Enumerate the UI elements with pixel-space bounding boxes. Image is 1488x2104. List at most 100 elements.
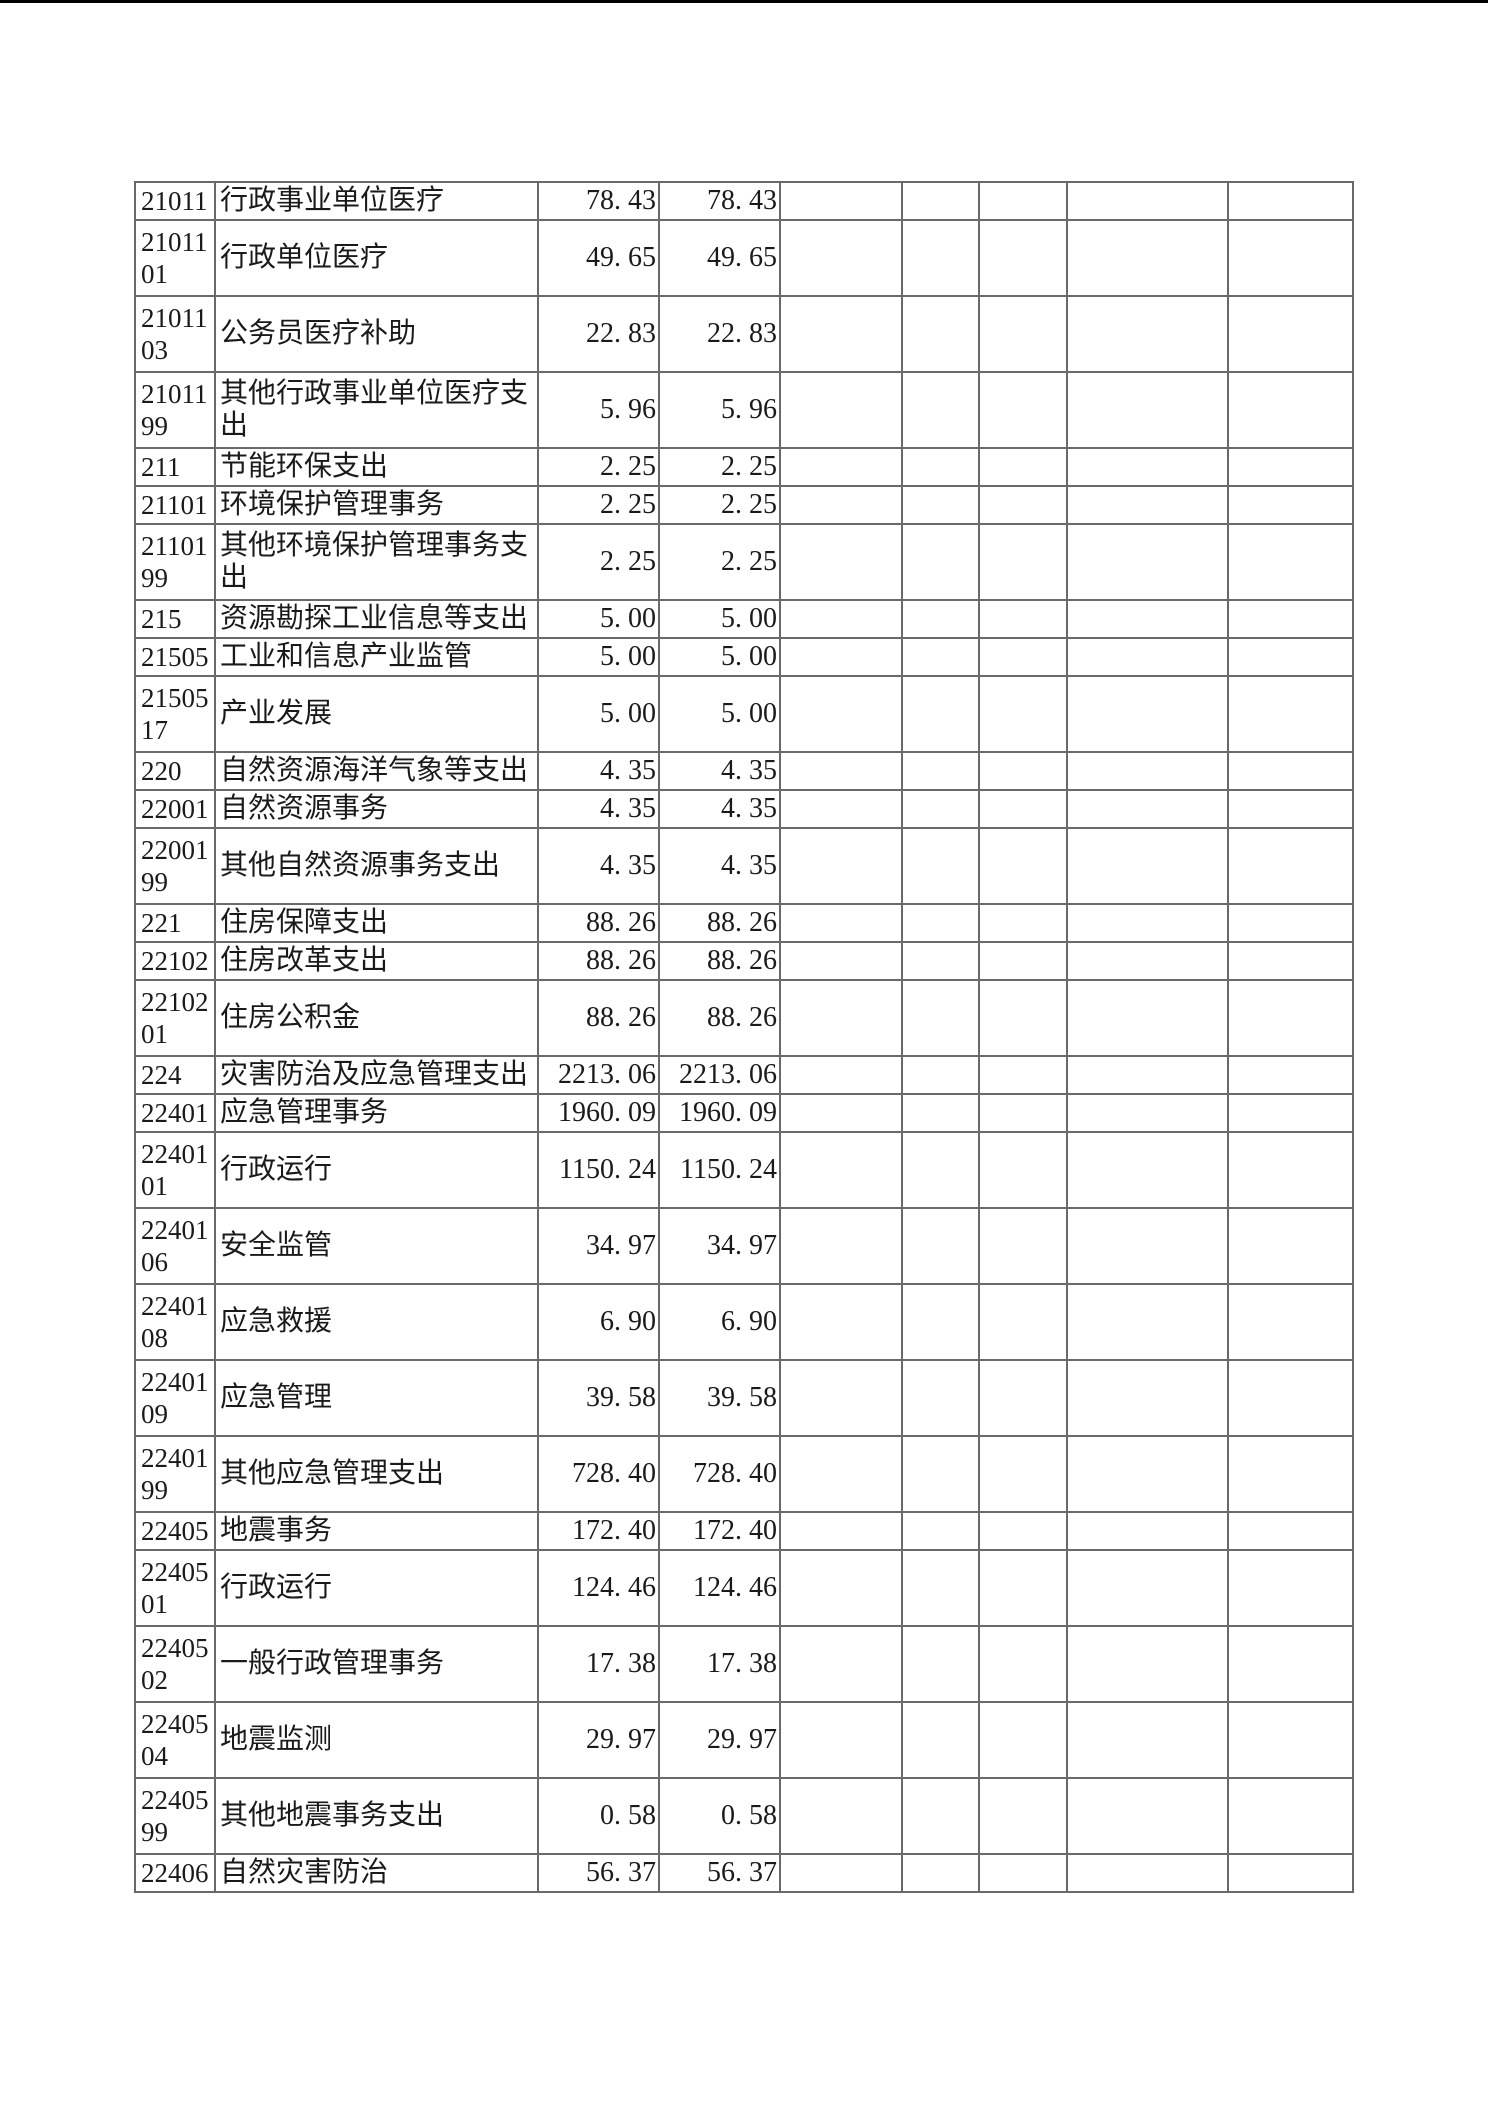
empty-cell xyxy=(901,1853,980,1893)
empty-cell xyxy=(779,1435,903,1513)
budget-table-body: 21011 行政事业单位医疗 78. 43 78. 43 2101101 行政单位医疗 49… xyxy=(134,181,1354,1893)
amount-cell-1: 56. 37 xyxy=(537,1853,660,1893)
empty-cell xyxy=(978,1093,1068,1133)
empty-cell xyxy=(901,1359,980,1437)
empty-cell xyxy=(901,1511,980,1551)
amount-cell-2: 29. 97 xyxy=(658,1701,781,1779)
table-row: 22406 自然灾害防治 56. 37 56. 37 xyxy=(134,1853,1354,1893)
amount-cell-1: 4. 35 xyxy=(537,751,660,791)
empty-cell xyxy=(1066,1359,1229,1437)
amount-cell-2: 88. 26 xyxy=(658,941,781,981)
table-row: 2101101 行政单位医疗 49. 65 49. 65 xyxy=(134,219,1354,297)
empty-cell xyxy=(1227,979,1354,1057)
empty-cell xyxy=(779,1055,903,1095)
amount-cell-2: 34. 97 xyxy=(658,1207,781,1285)
code-cell: 2150517 xyxy=(134,675,216,753)
code-cell: 220 xyxy=(134,751,216,791)
empty-cell xyxy=(901,1131,980,1209)
empty-cell xyxy=(1227,637,1354,677)
subject-name-cell: 应急管理事务 xyxy=(214,1093,539,1133)
empty-cell xyxy=(978,1549,1068,1627)
code-cell: 2240109 xyxy=(134,1359,216,1437)
amount-cell-1: 2213. 06 xyxy=(537,1055,660,1095)
subject-name-cell: 行政运行 xyxy=(214,1549,539,1627)
empty-cell xyxy=(1066,485,1229,525)
empty-cell xyxy=(1066,1549,1229,1627)
empty-cell xyxy=(779,599,903,639)
code-cell: 21011 xyxy=(134,181,216,221)
empty-cell xyxy=(901,1055,980,1095)
empty-cell xyxy=(1066,447,1229,487)
empty-cell xyxy=(1227,1701,1354,1779)
empty-cell xyxy=(1227,903,1354,943)
table-row: 2240504 地震监测 29. 97 29. 97 xyxy=(134,1701,1354,1779)
empty-cell xyxy=(779,751,903,791)
subject-name-cell: 行政事业单位医疗 xyxy=(214,181,539,221)
empty-cell xyxy=(978,447,1068,487)
empty-cell xyxy=(1227,1511,1354,1551)
empty-cell xyxy=(1227,941,1354,981)
empty-cell xyxy=(978,295,1068,373)
table-row: 22405 地震事务 172. 40 172. 40 xyxy=(134,1511,1354,1551)
empty-cell xyxy=(901,181,980,221)
amount-cell-1: 17. 38 xyxy=(537,1625,660,1703)
amount-cell-2: 4. 35 xyxy=(658,751,781,791)
empty-cell xyxy=(1066,1131,1229,1209)
code-cell: 224 xyxy=(134,1055,216,1095)
empty-cell xyxy=(1066,371,1229,449)
amount-cell-1: 728. 40 xyxy=(537,1435,660,1513)
subject-name-cell: 自然资源事务 xyxy=(214,789,539,829)
empty-cell xyxy=(901,599,980,639)
empty-cell xyxy=(901,219,980,297)
code-cell: 22401 xyxy=(134,1093,216,1133)
empty-cell xyxy=(901,1625,980,1703)
amount-cell-1: 34. 97 xyxy=(537,1207,660,1285)
empty-cell xyxy=(1066,941,1229,981)
empty-cell xyxy=(1066,1093,1229,1133)
subject-name-cell: 其他自然资源事务支出 xyxy=(214,827,539,905)
empty-cell xyxy=(901,1777,980,1855)
subject-name-cell: 应急救援 xyxy=(214,1283,539,1361)
amount-cell-2: 728. 40 xyxy=(658,1435,781,1513)
amount-cell-2: 78. 43 xyxy=(658,181,781,221)
empty-cell xyxy=(978,827,1068,905)
empty-cell xyxy=(779,523,903,601)
table-row: 2240502 一般行政管理事务 17. 38 17. 38 xyxy=(134,1625,1354,1703)
empty-cell xyxy=(779,1853,903,1893)
empty-cell xyxy=(901,447,980,487)
empty-cell xyxy=(901,903,980,943)
subject-name-cell: 其他行政事业单位医疗支出 xyxy=(214,371,539,449)
empty-cell xyxy=(1066,979,1229,1057)
empty-cell xyxy=(978,181,1068,221)
empty-cell xyxy=(779,903,903,943)
empty-cell xyxy=(901,675,980,753)
empty-cell xyxy=(901,827,980,905)
empty-cell xyxy=(1227,1131,1354,1209)
table-row: 211 节能环保支出 2. 25 2. 25 xyxy=(134,447,1354,487)
amount-cell-1: 2. 25 xyxy=(537,485,660,525)
code-cell: 2240101 xyxy=(134,1131,216,1209)
empty-cell xyxy=(978,485,1068,525)
empty-cell xyxy=(1227,295,1354,373)
empty-cell xyxy=(901,1283,980,1361)
empty-cell xyxy=(1227,1549,1354,1627)
table-row: 2210201 住房公积金 88. 26 88. 26 xyxy=(134,979,1354,1057)
amount-cell-2: 0. 58 xyxy=(658,1777,781,1855)
code-cell: 21505 xyxy=(134,637,216,677)
subject-name-cell: 地震监测 xyxy=(214,1701,539,1779)
subject-name-cell: 节能环保支出 xyxy=(214,447,539,487)
table-row: 2240599 其他地震事务支出 0. 58 0. 58 xyxy=(134,1777,1354,1855)
table-row: 21505 工业和信息产业监管 5. 00 5. 00 xyxy=(134,637,1354,677)
page-top-border xyxy=(0,0,1488,3)
empty-cell xyxy=(1066,1055,1229,1095)
subject-name-cell: 自然资源海洋气象等支出 xyxy=(214,751,539,791)
empty-cell xyxy=(1227,219,1354,297)
table-row: 2240501 行政运行 124. 46 124. 46 xyxy=(134,1549,1354,1627)
empty-cell xyxy=(901,637,980,677)
subject-name-cell: 自然灾害防治 xyxy=(214,1853,539,1893)
subject-name-cell: 地震事务 xyxy=(214,1511,539,1551)
empty-cell xyxy=(978,1359,1068,1437)
amount-cell-1: 5. 96 xyxy=(537,371,660,449)
table-row: 221 住房保障支出 88. 26 88. 26 xyxy=(134,903,1354,943)
empty-cell xyxy=(1066,1853,1229,1893)
